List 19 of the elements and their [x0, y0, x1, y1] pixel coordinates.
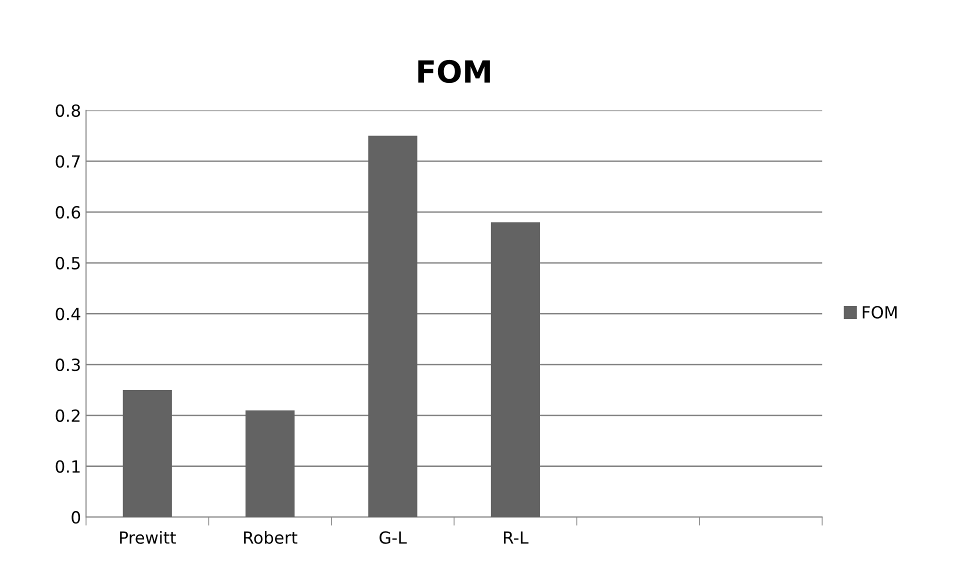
y-tick-label: 0.2	[56, 409, 80, 422]
bar	[122, 390, 172, 518]
y-tick-label: 0.5	[56, 256, 80, 270]
x-tick-label: Robert	[244, 530, 298, 544]
bar	[246, 410, 295, 518]
y-tick-label: 0	[72, 511, 80, 524]
legend-label: FOM	[862, 306, 897, 319]
y-tick-label: 0.7	[56, 155, 80, 168]
x-tick-label: R-L	[504, 531, 528, 544]
x-tick-label: G-L	[380, 531, 407, 544]
y-tick-label: 0.4	[56, 308, 80, 320]
y-tick-label: 0.6	[56, 206, 80, 219]
y-tick-label: 0.3	[56, 358, 80, 372]
y-tick-label: 0.8	[56, 104, 80, 117]
y-tick-label: 0.1	[56, 460, 80, 473]
bar	[368, 136, 418, 518]
x-tick-label: Prewitt	[120, 530, 176, 544]
chart-title: FOM	[418, 60, 490, 84]
bar	[490, 222, 540, 518]
